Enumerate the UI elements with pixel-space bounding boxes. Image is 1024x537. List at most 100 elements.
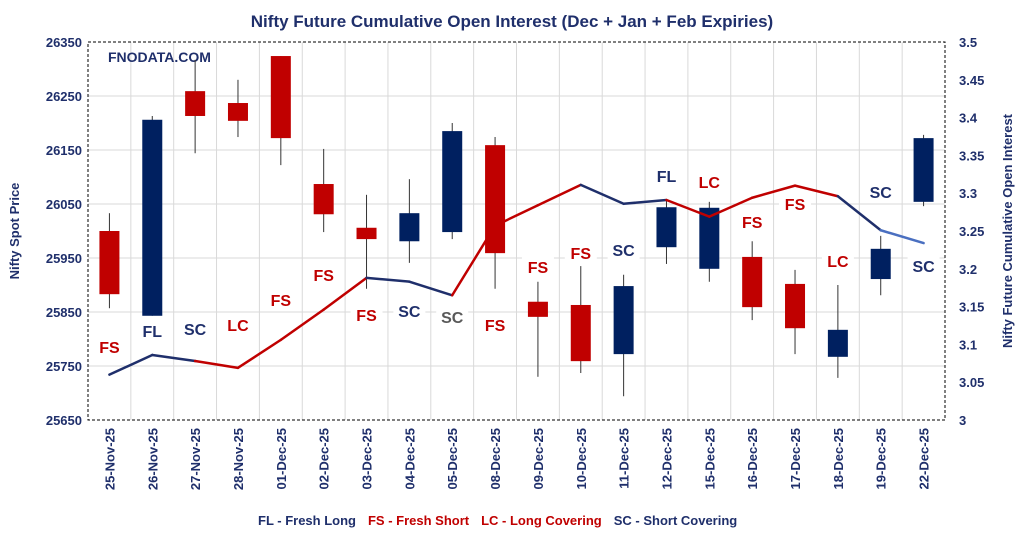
y2-tick-label: 3.1	[959, 337, 977, 352]
x-tick-label: 03-Dec-25	[360, 428, 375, 489]
oi-label-fs: FS	[528, 260, 549, 277]
oi-label-fs: FS	[271, 293, 292, 310]
oi-label-fs: FS	[571, 246, 592, 263]
oi-label-bg	[607, 239, 640, 261]
y-tick-label: 25850	[46, 305, 82, 320]
oi-label-sc: SC	[441, 310, 464, 327]
x-tick-label: 16-Dec-25	[745, 428, 760, 489]
oi-line-segment	[879, 228, 925, 245]
candle-body	[827, 329, 848, 357]
oi-line-segment	[836, 194, 882, 232]
oi-label-sc: SC	[398, 304, 421, 321]
oi-line-segment	[793, 184, 840, 198]
candle-body	[870, 248, 891, 280]
oi-label-bg	[436, 306, 469, 328]
oi-line-segment	[108, 353, 154, 376]
legend-item-fl: FL - Fresh Long	[258, 513, 356, 528]
y2-tick-label: 3	[959, 413, 966, 428]
candle-body	[442, 131, 463, 233]
oi-line-segment	[193, 359, 240, 370]
oi-label-fs: FS	[313, 268, 334, 285]
oi-line-segment	[708, 196, 754, 218]
oi-line-segment	[622, 198, 668, 206]
oi-label-bg	[221, 314, 254, 336]
oi-label-bg	[564, 242, 597, 264]
oi-label-lc: LC	[699, 175, 721, 192]
candle-body	[185, 91, 206, 116]
oi-label-sc: SC	[912, 259, 935, 276]
y-tick-label: 26050	[46, 197, 82, 212]
oi-label-fs: FS	[742, 215, 763, 232]
oi-line-segment	[365, 276, 411, 283]
candle-body	[527, 301, 548, 317]
oi-label-bg	[479, 314, 512, 336]
oi-label-fs: FS	[485, 318, 506, 335]
legend-item-sc: SC - Short Covering	[614, 513, 738, 528]
x-tick-label: 19-Dec-25	[874, 428, 889, 489]
y-tick-label: 25750	[46, 359, 82, 374]
oi-line-segment	[450, 224, 497, 297]
candle-body	[142, 119, 163, 316]
oi-label-bg	[136, 320, 169, 342]
watermark: FNODATA.COM	[108, 49, 211, 65]
oi-label-bg	[521, 256, 554, 278]
y2-tick-label: 3.2	[959, 262, 977, 277]
candle-body	[785, 283, 806, 329]
chart-title: Nifty Future Cumulative Open Interest (D…	[251, 12, 773, 31]
y2-tick-label: 3.3	[959, 186, 977, 201]
y-tick-label: 25950	[46, 251, 82, 266]
y2-axis-label: Nifty Future Cumulative Open Interest	[1000, 113, 1015, 348]
y-tick-label: 26350	[46, 35, 82, 50]
oi-line-segment	[536, 183, 583, 207]
oi-label-bg	[736, 211, 769, 233]
x-tick-label: 09-Dec-25	[531, 428, 546, 489]
plot-area	[87, 41, 946, 421]
x-tick-label: 10-Dec-25	[574, 428, 589, 489]
y-tick-label: 26150	[46, 143, 82, 158]
candle-body	[313, 184, 334, 215]
y-tick-label: 26250	[46, 89, 82, 104]
y-tick-label: 25650	[46, 413, 82, 428]
oi-label-bg	[179, 318, 212, 340]
x-tick-label: 05-Dec-25	[445, 428, 460, 489]
x-tick-label: 22-Dec-25	[917, 428, 932, 489]
y2-tick-label: 3.05	[959, 375, 984, 390]
oi-label-bg	[821, 250, 854, 272]
x-tick-label: 08-Dec-25	[488, 428, 503, 489]
candle-body	[570, 304, 591, 362]
oi-label-sc: SC	[184, 322, 207, 339]
x-tick-label: 27-Nov-25	[188, 428, 203, 490]
x-tick-label: 02-Dec-25	[317, 428, 332, 489]
y2-tick-label: 3.25	[959, 224, 984, 239]
oi-label-fl: FL	[143, 324, 163, 341]
x-tick-label: 18-Dec-25	[831, 428, 846, 489]
y2-tick-label: 3.35	[959, 148, 984, 163]
candle-body	[656, 207, 677, 248]
candle-body	[270, 56, 291, 139]
oi-label-bg	[393, 300, 426, 322]
x-tick-label: 25-Nov-25	[102, 428, 117, 490]
oi-label-bg	[907, 255, 940, 277]
oi-line-segment	[408, 280, 454, 297]
oi-label-fl: FL	[657, 169, 677, 186]
oi-label-bg	[350, 304, 383, 326]
oi-label-bg	[693, 171, 726, 193]
oi-line-segment	[493, 204, 540, 227]
oi-label-sc: SC	[613, 243, 636, 260]
oi-label-bg	[93, 336, 126, 358]
legend-item-fs: FS - Fresh Short	[368, 513, 470, 528]
candle-body	[742, 256, 763, 308]
oi-label-bg	[307, 264, 340, 286]
y2-tick-label: 3.45	[959, 73, 984, 88]
oi-label-bg	[779, 193, 812, 215]
x-tick-label: 04-Dec-25	[402, 428, 417, 489]
oi-line-segment	[236, 338, 283, 370]
candle-body	[913, 138, 934, 202]
legend-item-lc: LC - Long Covering	[481, 513, 602, 528]
oi-label-fs: FS	[356, 308, 377, 325]
oi-label-fs: FS	[99, 340, 120, 357]
oi-line-segment	[279, 308, 325, 342]
oi-label-lc: LC	[227, 318, 249, 335]
